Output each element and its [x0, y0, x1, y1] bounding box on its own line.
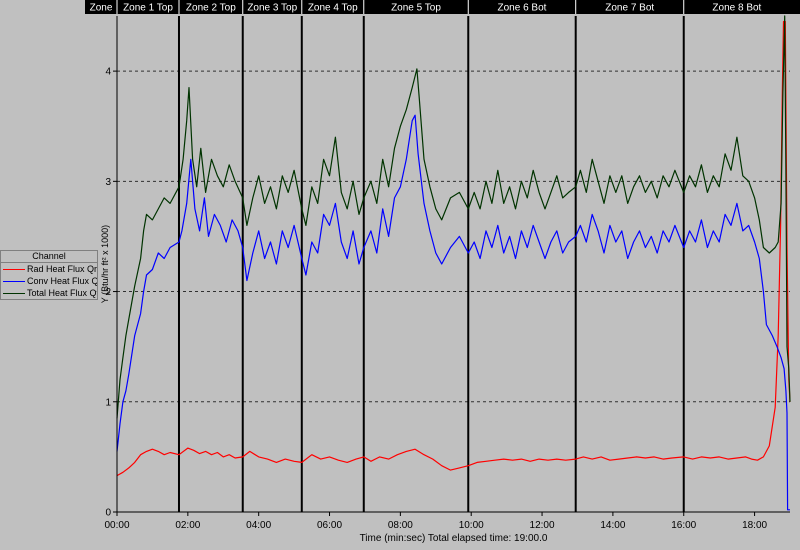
zone-bar-bg [85, 0, 800, 14]
legend-item-rad: Rad Heat Flux Qr [1, 263, 97, 275]
legend-swatch-total [3, 292, 25, 294]
y-tick-label: 1 [105, 397, 111, 408]
x-tick-label: 12:00 [530, 520, 555, 531]
axes: 0 1 2 3 4 00:00 02:00 04:00 06:00 08:00 10:00 12:00… [100, 16, 790, 544]
legend: Channel Rad Heat Flux Qr Conv Heat Flux … [0, 250, 98, 300]
zone-header-bar: Zone Zone 1 Top Zone 2 Top Zone 3 Top Zone 4… [85, 0, 800, 14]
zone-boundaries [177, 16, 685, 512]
y-tick-label: 2 [105, 287, 111, 298]
zone-label: Zone 1 Top [123, 3, 173, 14]
y-tick-label: 3 [105, 177, 111, 188]
y-tick-label: 0 [105, 508, 111, 519]
x-axis-title: Time (min:sec) Total elapsed time: 19:00… [360, 533, 548, 544]
x-tick-label: 00:00 [104, 520, 129, 531]
legend-title: Channel [1, 251, 97, 263]
legend-swatch-conv [3, 280, 25, 282]
y-tick-label: 4 [105, 67, 111, 78]
x-tick-label: 08:00 [388, 520, 413, 531]
legend-label-conv: Conv Heat Flux Qc [27, 276, 97, 286]
x-tick-label: 02:00 [175, 520, 200, 531]
y-axis-title: Y (Btu/hr ft² x 1000) [100, 225, 110, 303]
zone-label: Zone 5 Top [391, 3, 441, 14]
legend-item-total: Total Heat Flux Qt [1, 287, 97, 299]
legend-item-conv: Conv Heat Flux Qc [1, 275, 97, 287]
zone-label: Zone 3 Top [247, 3, 297, 14]
x-tick-label: 06:00 [317, 520, 342, 531]
series-lines [116, 15, 791, 511]
series-line-conv [116, 114, 790, 511]
series-line-rad [116, 20, 791, 477]
gridlines [117, 70, 790, 403]
zone-label: Zone 2 Top [186, 3, 236, 14]
zone-label: Zone 8 Bot [712, 3, 761, 14]
zone-label: Zone [90, 3, 113, 14]
x-tick-label: 14:00 [600, 520, 625, 531]
series-line-total [116, 15, 791, 419]
zone-label: Zone 4 Top [308, 3, 358, 14]
zone-label: Zone 6 Bot [498, 3, 547, 14]
plot-area [117, 16, 790, 512]
x-tick-label: 16:00 [671, 520, 696, 531]
zone-label: Zone 7 Bot [605, 3, 654, 14]
legend-label-total: Total Heat Flux Qt [27, 288, 97, 298]
legend-label-rad: Rad Heat Flux Qr [27, 264, 97, 274]
x-tick-label: 18:00 [742, 520, 767, 531]
legend-swatch-rad [3, 268, 25, 270]
x-tick-label: 10:00 [459, 520, 484, 531]
x-tick-label: 04:00 [246, 520, 271, 531]
